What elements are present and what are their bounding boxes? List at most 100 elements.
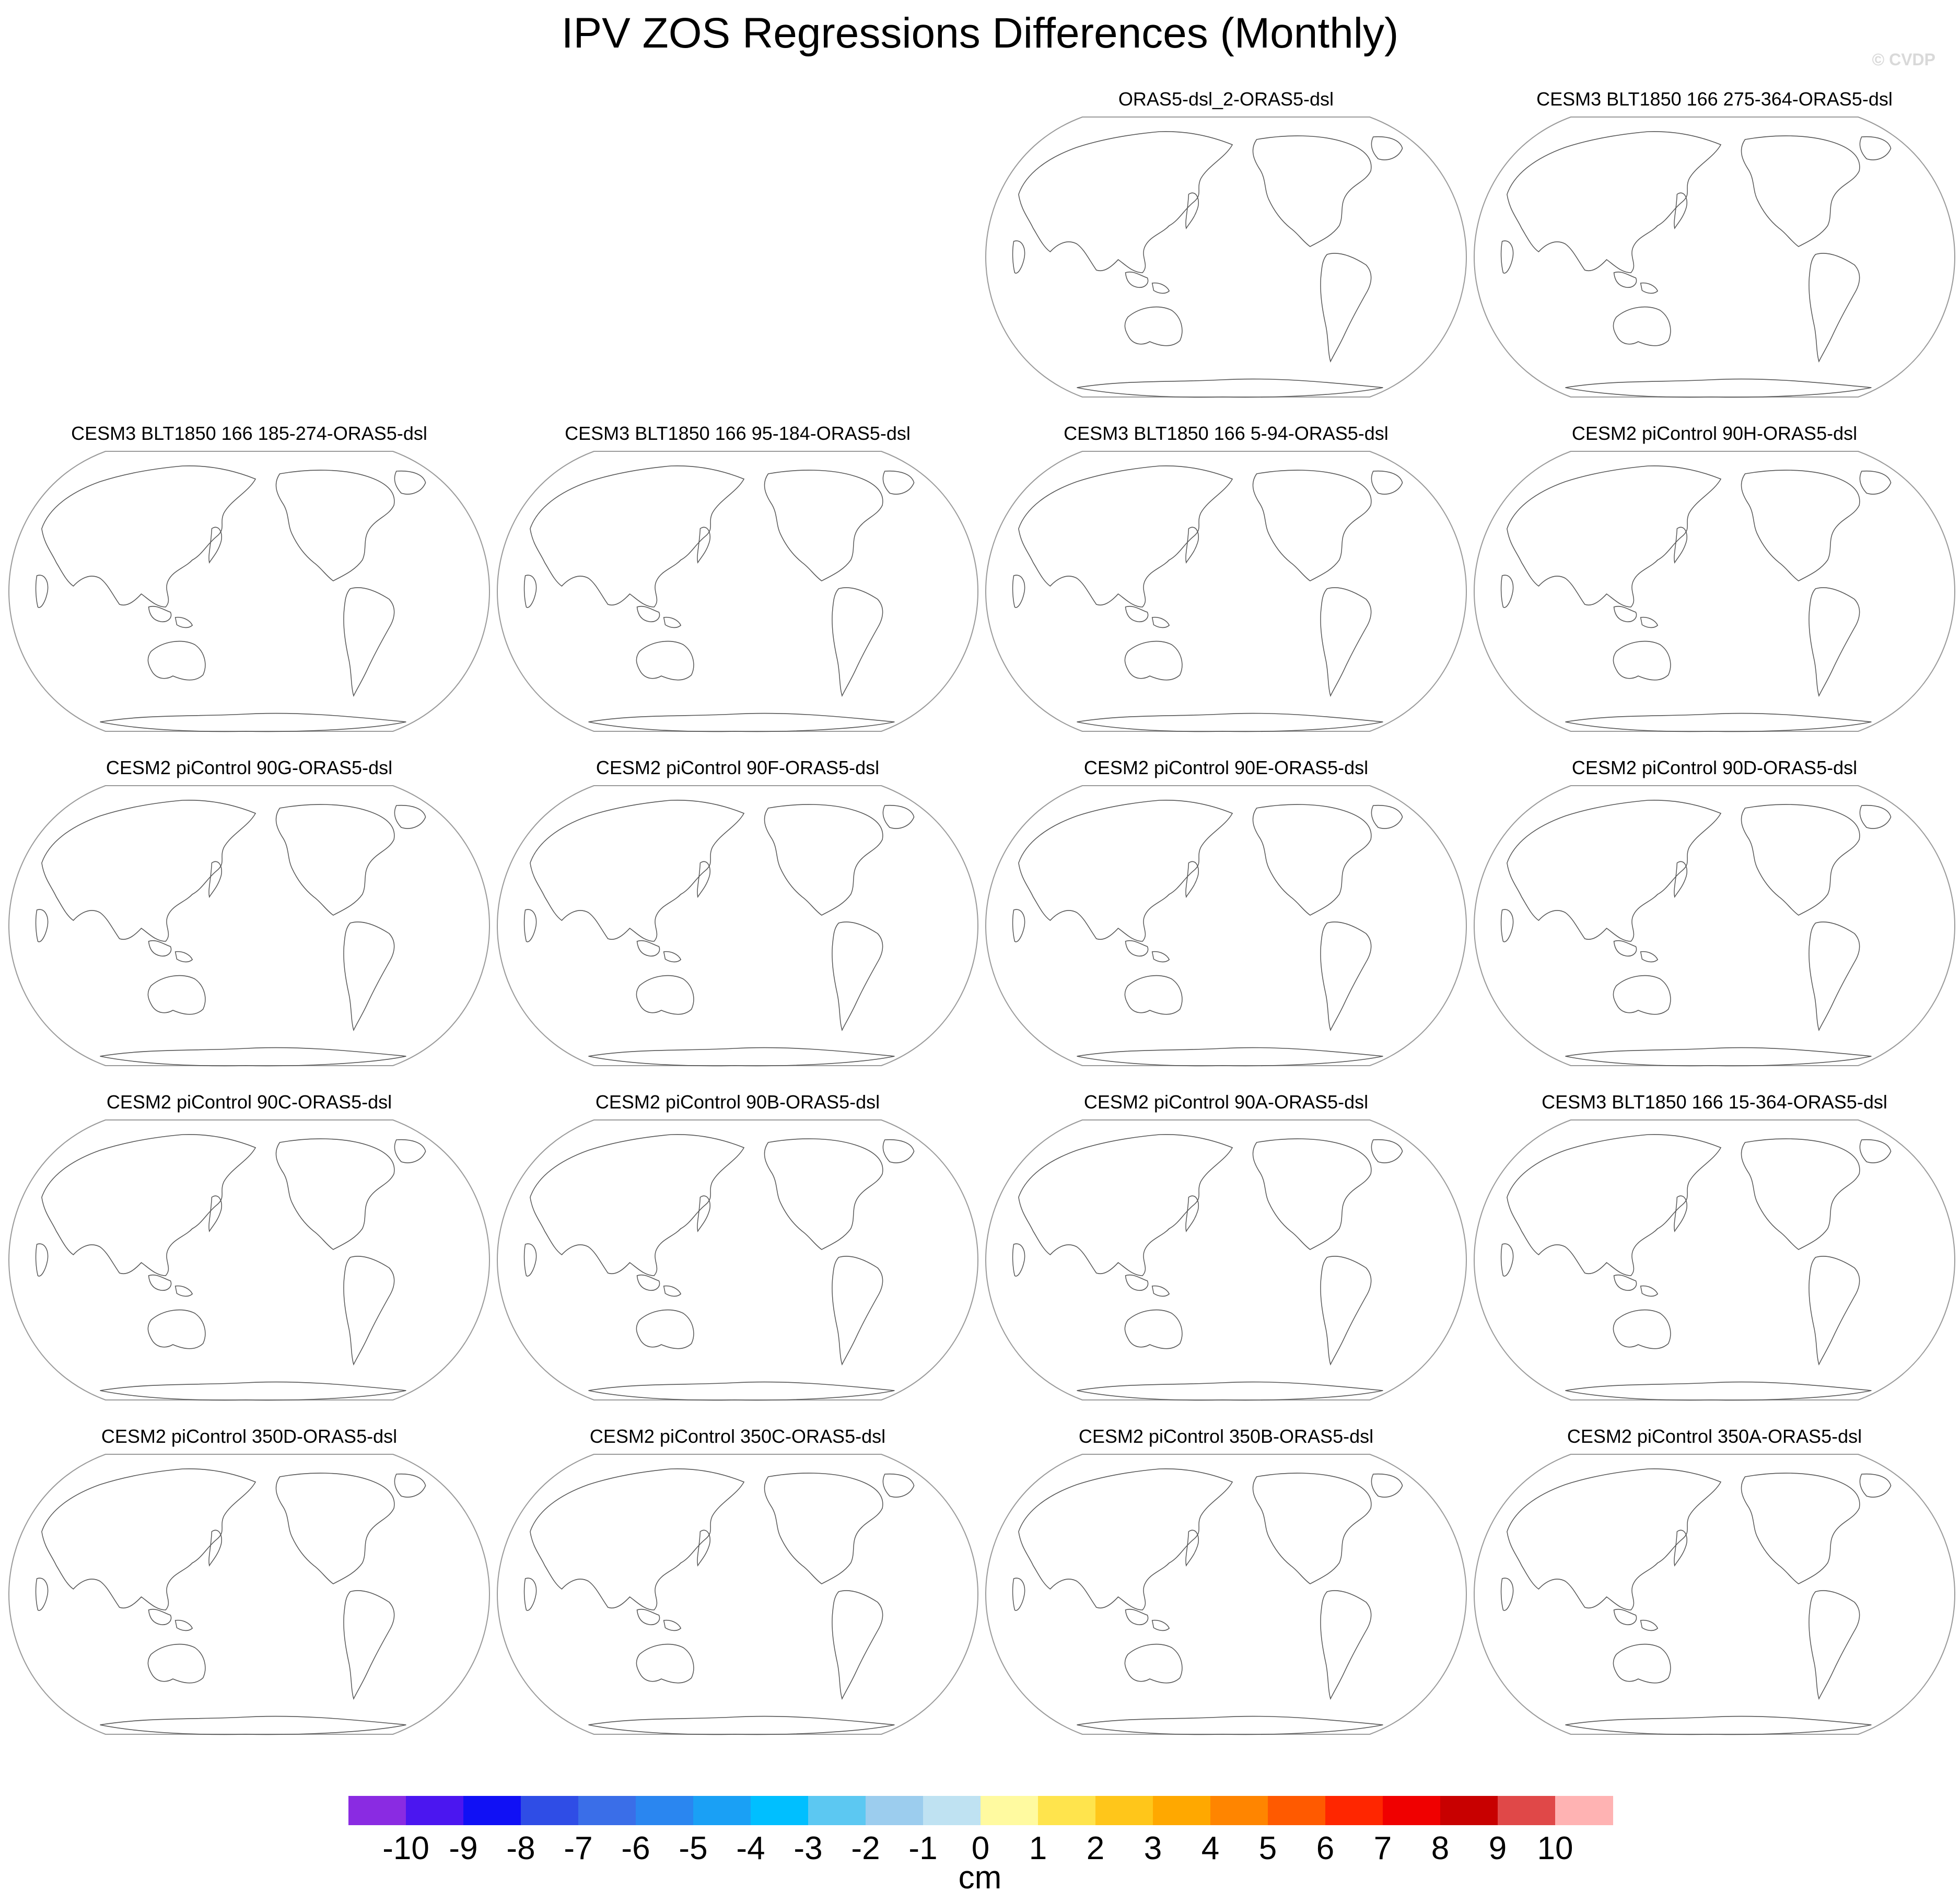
coastline (764, 1473, 883, 1584)
coastline (41, 465, 256, 608)
world-map (8, 785, 491, 1067)
coastline (1151, 1285, 1170, 1297)
colorbar-tick-label: 1 (1029, 1830, 1047, 1866)
coastline (1151, 282, 1170, 294)
coastline (1018, 131, 1233, 273)
coastline (523, 575, 537, 608)
coastlines (35, 799, 426, 1067)
map-boundary (985, 1119, 1467, 1400)
colorbar-swatch (1095, 1796, 1153, 1825)
coastline (1151, 1619, 1170, 1631)
coastline (523, 1578, 537, 1611)
world-map (8, 1454, 491, 1735)
coastline (1565, 1715, 1872, 1735)
coastline (882, 804, 915, 829)
coastline (1185, 527, 1199, 564)
colorbar-tick-label: 7 (1373, 1830, 1392, 1866)
coastline (1565, 378, 1872, 398)
coastline (1252, 804, 1372, 916)
map-panel: CESM2 piControl 350C-ORAS5-dsl (495, 1425, 981, 1738)
coastline (636, 605, 660, 623)
coastline (697, 861, 710, 898)
panel-title: CESM2 piControl 90A-ORAS5-dsl (1083, 1091, 1369, 1113)
coastline (636, 975, 694, 1015)
coastline (1012, 575, 1025, 608)
map-boundary (985, 1454, 1467, 1735)
coastline (343, 1256, 395, 1366)
coastline (1809, 1590, 1860, 1700)
colorbar-swatch (923, 1796, 981, 1825)
panel-title: CESM3 BLT1850 166 275-364-ORAS5-dsl (1536, 88, 1893, 110)
coastline (1018, 465, 1233, 608)
coastline (530, 1468, 745, 1610)
coastline (1018, 799, 1233, 942)
map-panel: CESM3 BLT1850 166 95-184-ORAS5-dsl (495, 422, 981, 735)
coastline (1185, 1530, 1199, 1567)
coastline (35, 1578, 49, 1611)
coastline (275, 470, 395, 581)
coastline (588, 1381, 895, 1401)
map-panel: CESM2 piControl 90C-ORAS5-dsl (6, 1091, 492, 1404)
map-panel: CESM3 BLT1850 166 5-94-ORAS5-dsl (983, 422, 1469, 735)
panel-title: CESM2 piControl 90C-ORAS5-dsl (106, 1091, 392, 1113)
map-boundary (985, 451, 1467, 732)
coastline (636, 1608, 660, 1626)
world-map (496, 1119, 979, 1401)
cvdp-watermark: © CVDP (1872, 50, 1935, 69)
coastline (1077, 1715, 1383, 1735)
world-map (8, 451, 491, 732)
panel-title: CESM2 piControl 90E-ORAS5-dsl (1083, 757, 1369, 778)
colorbar-tick-label: -7 (564, 1830, 593, 1866)
map-panel: CESM3 BLT1850 166 15-364-ORAS5-dsl (1472, 1091, 1957, 1404)
coastline (148, 1608, 172, 1626)
coastline (1500, 1578, 1514, 1611)
coastline (147, 975, 206, 1015)
coastline (697, 527, 710, 564)
coastline (1012, 909, 1025, 942)
coastline (1077, 378, 1383, 398)
coastline (764, 1138, 883, 1250)
coastline (394, 470, 426, 495)
panel-title: CESM3 BLT1850 166 95-184-ORAS5-dsl (565, 423, 911, 444)
panel-title: CESM2 piControl 90B-ORAS5-dsl (595, 1091, 880, 1113)
map-boundary (1473, 1454, 1956, 1735)
coastlines (35, 1468, 426, 1735)
coastlines (35, 1134, 426, 1401)
coastline (832, 1590, 883, 1700)
coastline (275, 1473, 395, 1584)
coastline (1859, 136, 1892, 160)
world-map (985, 1454, 1467, 1735)
coastline (1507, 1134, 1722, 1276)
coastline (1809, 253, 1860, 363)
coastline (35, 909, 49, 942)
coastlines (1500, 131, 1892, 398)
coastline (1252, 1138, 1372, 1250)
coastline (1185, 1195, 1199, 1232)
coastline (1077, 1047, 1383, 1067)
colorbar-swatch (1498, 1796, 1556, 1825)
coastline (882, 1473, 915, 1498)
world-map (1473, 451, 1956, 732)
coastline (1125, 271, 1149, 288)
coastline (832, 587, 883, 697)
coastline (100, 1715, 406, 1735)
coastline (1809, 921, 1860, 1032)
world-map (985, 451, 1467, 732)
colorbar-tick-label: -8 (506, 1830, 535, 1866)
colorbar (348, 1796, 1613, 1825)
colorbar-tick-label: 10 (1537, 1830, 1573, 1866)
coastline (1613, 605, 1637, 623)
map-panel: CESM2 piControl 350D-ORAS5-dsl (6, 1425, 492, 1738)
coastline (1320, 587, 1372, 697)
coastline (1613, 975, 1671, 1015)
coastline (343, 1590, 395, 1700)
coastline (208, 1530, 222, 1567)
panel-title: CESM2 piControl 350C-ORAS5-dsl (589, 1426, 886, 1447)
colorbar-swatch (406, 1796, 464, 1825)
colorbar-tick-label: 2 (1086, 1830, 1105, 1866)
coastline (1151, 951, 1170, 963)
colorbar-swatch (808, 1796, 866, 1825)
panel-title: CESM3 BLT1850 166 185-274-ORAS5-dsl (71, 423, 427, 444)
colorbar-swatch (463, 1796, 521, 1825)
coastline (100, 1047, 406, 1067)
